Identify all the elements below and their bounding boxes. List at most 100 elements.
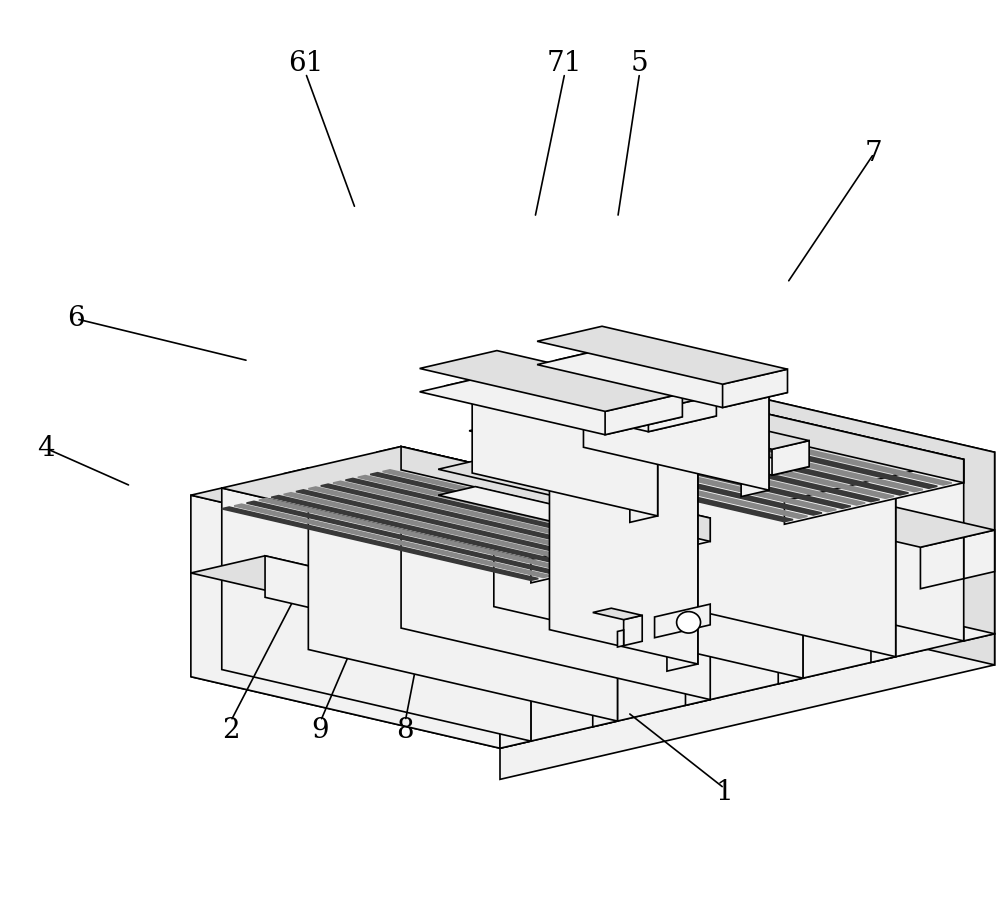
Polygon shape [191,556,574,645]
Polygon shape [222,447,710,560]
Text: 61: 61 [288,50,323,77]
Polygon shape [438,461,599,498]
Polygon shape [259,499,575,571]
Polygon shape [401,447,710,542]
Polygon shape [308,487,625,561]
Polygon shape [438,486,599,524]
Polygon shape [537,327,787,384]
Polygon shape [605,418,923,492]
Polygon shape [964,452,995,641]
Polygon shape [593,539,617,727]
Polygon shape [624,615,642,646]
Polygon shape [504,441,822,515]
Polygon shape [333,482,650,554]
Polygon shape [634,412,952,485]
Polygon shape [562,404,896,481]
Polygon shape [494,425,803,678]
Polygon shape [620,414,937,488]
Polygon shape [420,374,682,435]
Polygon shape [308,468,617,721]
Polygon shape [741,396,769,497]
Polygon shape [500,627,574,679]
Polygon shape [191,488,531,567]
Text: 8: 8 [396,717,414,744]
Polygon shape [345,478,662,552]
Text: 2: 2 [222,717,240,744]
Polygon shape [500,634,995,779]
Polygon shape [655,388,964,483]
Polygon shape [784,459,964,524]
Polygon shape [562,428,880,501]
Polygon shape [475,388,964,501]
Polygon shape [648,412,809,449]
Polygon shape [490,445,807,518]
Polygon shape [500,381,716,431]
Polygon shape [587,404,896,657]
Polygon shape [284,492,600,566]
Polygon shape [271,496,588,569]
Polygon shape [265,556,574,669]
Polygon shape [772,440,809,475]
Polygon shape [191,495,500,748]
Polygon shape [500,361,716,411]
Circle shape [677,612,701,633]
Polygon shape [469,425,803,502]
Polygon shape [358,475,674,549]
Polygon shape [685,562,995,665]
Polygon shape [401,447,710,700]
Polygon shape [549,386,698,664]
Polygon shape [648,438,809,475]
Text: 1: 1 [716,779,733,806]
Polygon shape [321,484,637,557]
Polygon shape [222,507,538,580]
Polygon shape [667,420,698,671]
Polygon shape [472,379,658,516]
Polygon shape [247,501,563,575]
Polygon shape [591,422,908,495]
Text: 71: 71 [547,50,583,77]
Polygon shape [296,490,613,563]
Polygon shape [519,386,698,427]
Polygon shape [583,354,769,490]
Polygon shape [547,431,865,505]
Polygon shape [370,473,687,546]
Polygon shape [191,562,995,748]
Text: 6: 6 [67,305,85,332]
Polygon shape [723,370,787,407]
Polygon shape [383,470,699,543]
Polygon shape [234,504,551,578]
Polygon shape [533,435,851,509]
Polygon shape [605,394,682,435]
Polygon shape [655,380,995,459]
Polygon shape [778,497,803,684]
Polygon shape [444,379,658,429]
Polygon shape [685,518,710,705]
Polygon shape [593,608,642,620]
Text: 9: 9 [312,717,329,744]
Polygon shape [537,350,787,407]
Polygon shape [964,530,995,579]
Text: 7: 7 [865,140,883,167]
Polygon shape [376,447,710,524]
Text: 5: 5 [631,50,648,77]
Polygon shape [655,388,964,641]
Polygon shape [500,638,531,686]
Polygon shape [475,448,793,522]
Polygon shape [500,560,531,748]
Text: 4: 4 [37,435,55,462]
Polygon shape [556,354,769,404]
Polygon shape [630,422,658,522]
Polygon shape [685,380,995,634]
Polygon shape [920,537,964,588]
Polygon shape [871,475,896,662]
Polygon shape [284,468,617,545]
Polygon shape [617,630,624,647]
Polygon shape [611,458,995,547]
Polygon shape [222,488,531,741]
Polygon shape [648,396,716,431]
Polygon shape [420,351,682,412]
Polygon shape [576,425,894,498]
Polygon shape [562,489,599,524]
Polygon shape [519,438,836,511]
Polygon shape [655,604,710,638]
